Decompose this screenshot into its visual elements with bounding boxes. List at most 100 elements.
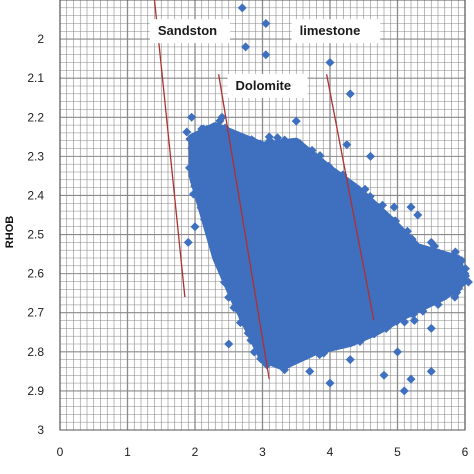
data-point bbox=[407, 234, 417, 244]
data-point bbox=[261, 18, 271, 28]
data-point bbox=[190, 222, 200, 232]
data-point bbox=[190, 155, 200, 165]
data-point bbox=[224, 339, 234, 349]
annotation-box-dolomite bbox=[227, 73, 308, 98]
annotation-box-limestone bbox=[291, 19, 381, 44]
data-point bbox=[325, 58, 335, 68]
data-point bbox=[249, 347, 259, 357]
data-point bbox=[213, 255, 223, 265]
data-point bbox=[229, 303, 239, 313]
data-point bbox=[345, 89, 355, 99]
data-point bbox=[229, 288, 239, 298]
annotations: Sandston Dolomite limestone bbox=[149, 19, 381, 98]
lithology-line-sandston bbox=[153, 0, 186, 298]
x-tick-label: 0 bbox=[57, 445, 64, 459]
data-point bbox=[297, 352, 307, 362]
data-point bbox=[189, 172, 199, 182]
data-point bbox=[438, 288, 448, 298]
data-point bbox=[409, 241, 419, 251]
data-point bbox=[224, 292, 234, 302]
data-point bbox=[451, 282, 461, 292]
data-point bbox=[342, 140, 352, 150]
data-point bbox=[306, 344, 316, 354]
y-tick-label: 2.5 bbox=[27, 228, 44, 242]
data-point bbox=[272, 133, 282, 143]
data-point bbox=[217, 112, 227, 122]
data-point bbox=[325, 378, 335, 388]
data-point bbox=[286, 139, 296, 149]
data-point bbox=[460, 264, 470, 274]
data-point bbox=[377, 200, 387, 210]
y-tick-label: 2.1 bbox=[27, 71, 44, 85]
data-point bbox=[328, 168, 338, 178]
data-point bbox=[360, 184, 370, 194]
data-point bbox=[452, 259, 462, 269]
x-tick-label: 4 bbox=[327, 445, 334, 459]
data-point bbox=[402, 226, 412, 236]
data-point bbox=[436, 250, 446, 260]
y-tick-label: 2.8 bbox=[27, 345, 44, 359]
lithology-line-limestone bbox=[325, 74, 375, 321]
data-point bbox=[264, 132, 274, 142]
tick-labels: 0 1 2 3 4 5 6 2 2.1 2.2 2.3 2.4 2.5 2.6 2.7 2.8 2.9 3 bbox=[27, 32, 468, 459]
x-tick-label: 5 bbox=[394, 445, 401, 459]
y-tick-label: 2.9 bbox=[27, 384, 44, 398]
annotation-label-dolomite: Dolomite bbox=[236, 78, 292, 93]
lithology-line-dolomite bbox=[217, 74, 270, 380]
data-point bbox=[310, 151, 320, 161]
data-point bbox=[280, 135, 290, 145]
data-point bbox=[225, 131, 235, 141]
data-point bbox=[460, 269, 470, 279]
data-point bbox=[241, 42, 251, 52]
data-point bbox=[267, 354, 277, 364]
data-point bbox=[261, 50, 271, 60]
data-point bbox=[426, 323, 436, 333]
data-points bbox=[182, 3, 473, 396]
data-point bbox=[394, 227, 404, 237]
data-point bbox=[280, 365, 290, 375]
y-tick-label: 3 bbox=[37, 423, 44, 437]
data-point bbox=[243, 328, 253, 338]
plot-border bbox=[59, 0, 466, 431]
data-point bbox=[219, 277, 229, 287]
y-axis-label: RHOB bbox=[4, 216, 16, 248]
data-point bbox=[278, 331, 288, 341]
data-point bbox=[391, 216, 401, 226]
data-point bbox=[237, 3, 247, 13]
data-point bbox=[183, 237, 193, 247]
data-point bbox=[367, 328, 377, 338]
y-tick-label: 2 bbox=[37, 32, 44, 46]
data-point bbox=[440, 261, 450, 271]
data-point bbox=[233, 134, 243, 144]
data-point bbox=[408, 309, 418, 319]
data-point bbox=[406, 202, 416, 212]
x-tick-label: 1 bbox=[124, 445, 131, 459]
data-point bbox=[329, 338, 339, 348]
data-point bbox=[187, 112, 197, 122]
data-point bbox=[250, 336, 260, 346]
annotation-label-sandston: Sandston bbox=[158, 23, 217, 38]
data-point bbox=[197, 124, 207, 134]
data-point bbox=[315, 350, 325, 360]
y-tick-label: 2.7 bbox=[27, 306, 44, 320]
y-tick-label: 2.6 bbox=[27, 267, 44, 281]
data-point bbox=[426, 237, 436, 247]
data-point bbox=[341, 337, 351, 347]
data-point bbox=[413, 210, 423, 220]
data-point bbox=[365, 192, 375, 202]
data-point bbox=[450, 247, 460, 257]
data-point bbox=[199, 215, 209, 225]
data-point bbox=[212, 245, 222, 255]
data-point bbox=[355, 336, 365, 346]
data-point bbox=[187, 144, 197, 154]
data-point bbox=[406, 374, 416, 384]
data-point bbox=[185, 134, 195, 144]
data-point bbox=[381, 323, 391, 333]
data-point bbox=[450, 292, 460, 302]
y-tick-label: 2.3 bbox=[27, 149, 44, 163]
data-point bbox=[196, 203, 206, 213]
y-tick-label: 2.2 bbox=[27, 110, 44, 124]
data-point bbox=[315, 151, 325, 161]
data-point bbox=[295, 138, 305, 148]
data-point bbox=[393, 347, 402, 357]
